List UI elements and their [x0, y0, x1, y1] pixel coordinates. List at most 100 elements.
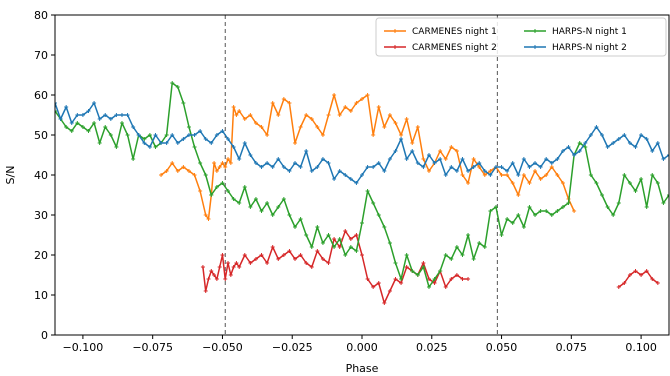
- data-point: [376, 161, 381, 165]
- data-point: [354, 233, 359, 237]
- data-point: [175, 85, 180, 89]
- data-point: [360, 173, 364, 177]
- data-point: [443, 253, 448, 257]
- data-point: [655, 141, 660, 145]
- data-point: [639, 133, 644, 137]
- data-point: [382, 169, 387, 173]
- data-point: [136, 133, 141, 137]
- data-point: [265, 133, 270, 137]
- data-point: [521, 225, 526, 229]
- data-point: [404, 265, 409, 269]
- data-point: [544, 157, 549, 161]
- data-point: [371, 165, 376, 169]
- data-point: [454, 273, 459, 277]
- data-point: [217, 265, 222, 269]
- data-point: [164, 169, 169, 173]
- data-point: [119, 121, 124, 125]
- data-point: [622, 133, 627, 137]
- data-point: [203, 289, 208, 293]
- data-point: [153, 145, 158, 149]
- data-point: [55, 101, 57, 105]
- data-point: [114, 113, 119, 117]
- data-point: [287, 169, 292, 173]
- data-point: [348, 109, 353, 113]
- data-point: [493, 165, 498, 169]
- data-point: [228, 273, 233, 277]
- data-point: [108, 133, 113, 137]
- data-point: [253, 197, 258, 201]
- data-point: [181, 165, 186, 169]
- data-point: [214, 277, 219, 281]
- data-point: [644, 269, 649, 273]
- data-point: [393, 149, 398, 153]
- data-point: [410, 269, 415, 273]
- data-point: [253, 121, 258, 125]
- data-point: [533, 213, 538, 217]
- data-point: [86, 129, 91, 133]
- data-point: [572, 153, 577, 157]
- data-point: [477, 161, 482, 165]
- data-point: [175, 169, 180, 173]
- data-point: [270, 213, 275, 217]
- data-point: [466, 181, 471, 185]
- data-point: [237, 201, 242, 205]
- data-point: [332, 177, 337, 181]
- data-point: [276, 205, 281, 209]
- data-point: [231, 145, 236, 149]
- data-point: [650, 149, 655, 153]
- data-point: [298, 125, 303, 129]
- x-tick-label: 0.050: [486, 341, 518, 354]
- data-point: [203, 213, 208, 217]
- data-point: [426, 153, 431, 157]
- data-point: [421, 261, 426, 265]
- data-point: [633, 269, 638, 273]
- data-point: [58, 117, 63, 121]
- data-point: [399, 137, 404, 141]
- data-point: [410, 149, 415, 153]
- data-point: [399, 133, 404, 137]
- data-point: [393, 261, 398, 265]
- data-point: [337, 169, 342, 173]
- data-point: [655, 281, 660, 285]
- data-point: [265, 261, 270, 265]
- data-point: [438, 157, 443, 161]
- data-point: [566, 201, 571, 205]
- data-point: [466, 277, 471, 281]
- data-point: [438, 269, 443, 273]
- data-point: [371, 201, 376, 205]
- data-point: [343, 173, 348, 177]
- data-point: [477, 165, 482, 169]
- data-point: [549, 213, 554, 217]
- data-point: [399, 281, 404, 285]
- series-carmenes-night-2: [200, 229, 660, 305]
- data-point: [421, 157, 426, 161]
- data-point: [315, 249, 320, 253]
- data-point: [242, 117, 247, 121]
- data-point: [304, 233, 309, 237]
- legend-label: CARMENES night 2: [412, 43, 497, 53]
- data-point: [387, 113, 392, 117]
- data-point: [627, 273, 632, 277]
- data-point: [488, 169, 493, 173]
- data-point: [265, 161, 270, 165]
- data-point: [460, 277, 465, 281]
- x-tick-label: 0.025: [416, 341, 448, 354]
- x-axis-label: Phase: [346, 362, 379, 375]
- data-point: [200, 265, 205, 269]
- data-point: [460, 157, 465, 161]
- data-point: [142, 141, 147, 145]
- data-point: [533, 169, 538, 173]
- data-point: [572, 209, 577, 213]
- y-tick-label: 80: [34, 9, 48, 22]
- data-point: [415, 125, 420, 129]
- data-point: [214, 133, 219, 137]
- data-point: [80, 113, 85, 117]
- data-point: [376, 105, 381, 109]
- data-point: [259, 165, 264, 169]
- data-point: [432, 281, 437, 285]
- data-point: [186, 169, 191, 173]
- data-point: [360, 253, 364, 257]
- data-point: [159, 141, 164, 145]
- data-point: [220, 253, 225, 257]
